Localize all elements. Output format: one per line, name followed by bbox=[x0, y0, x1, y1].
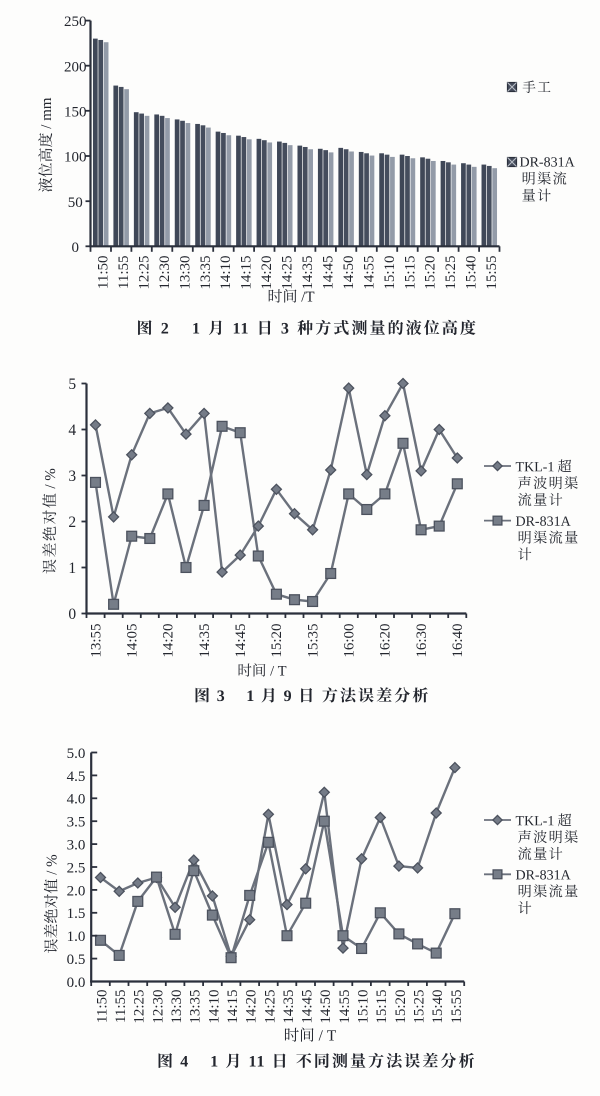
svg-text:15:15: 15:15 bbox=[402, 256, 418, 290]
svg-text:3.0: 3.0 bbox=[67, 838, 86, 854]
svg-text:0.0: 0.0 bbox=[67, 975, 86, 991]
svg-text:5.0: 5.0 bbox=[67, 746, 86, 762]
svg-text:12:30: 12:30 bbox=[157, 256, 173, 290]
svg-text:0: 0 bbox=[68, 606, 76, 623]
svg-text:14:10: 14:10 bbox=[206, 990, 222, 1024]
svg-text:150: 150 bbox=[64, 104, 87, 120]
svg-text:14:45: 14:45 bbox=[233, 624, 249, 658]
svg-text:3: 3 bbox=[68, 468, 76, 485]
svg-text:1.0: 1.0 bbox=[67, 929, 86, 945]
svg-text:100: 100 bbox=[64, 150, 87, 166]
svg-text:14:45: 14:45 bbox=[321, 256, 337, 290]
svg-text:4: 4 bbox=[68, 422, 76, 439]
svg-text:2.5: 2.5 bbox=[67, 860, 86, 876]
svg-text:14:20: 14:20 bbox=[259, 256, 275, 290]
svg-text:15:35: 15:35 bbox=[305, 624, 321, 658]
svg-text:13:35: 13:35 bbox=[188, 990, 204, 1024]
svg-text:14:20: 14:20 bbox=[244, 990, 260, 1024]
svg-text:14:10: 14:10 bbox=[218, 256, 234, 290]
svg-text:15:20: 15:20 bbox=[423, 256, 439, 290]
svg-text:12:30: 12:30 bbox=[150, 990, 166, 1024]
svg-text:4.0: 4.0 bbox=[67, 792, 86, 808]
svg-text:4.5: 4.5 bbox=[67, 769, 86, 785]
svg-text:14:35: 14:35 bbox=[300, 256, 316, 290]
svg-text:0.5: 0.5 bbox=[67, 952, 86, 968]
svg-text:15:40: 15:40 bbox=[464, 256, 480, 290]
svg-text:3.5: 3.5 bbox=[67, 815, 86, 831]
svg-text:14:35: 14:35 bbox=[281, 990, 297, 1024]
svg-text:11:50: 11:50 bbox=[96, 256, 112, 290]
svg-text:0: 0 bbox=[71, 240, 79, 256]
svg-text:15:25: 15:25 bbox=[412, 990, 428, 1024]
svg-text:15:10: 15:10 bbox=[382, 256, 398, 290]
svg-text:13:55: 13:55 bbox=[88, 624, 104, 658]
svg-text:15:55: 15:55 bbox=[484, 256, 500, 290]
svg-text:15:40: 15:40 bbox=[430, 990, 446, 1024]
svg-text:14:25: 14:25 bbox=[280, 256, 296, 290]
svg-text:5: 5 bbox=[68, 376, 76, 393]
svg-text:16:00: 16:00 bbox=[342, 624, 358, 658]
svg-text:14:35: 14:35 bbox=[197, 624, 213, 658]
svg-text:14:45: 14:45 bbox=[300, 990, 316, 1024]
svg-text:13:30: 13:30 bbox=[177, 256, 193, 290]
svg-text:15:20: 15:20 bbox=[393, 990, 409, 1024]
svg-text:13:35: 13:35 bbox=[198, 256, 214, 290]
svg-text:14:25: 14:25 bbox=[262, 990, 278, 1024]
svg-text:14:55: 14:55 bbox=[337, 990, 353, 1024]
svg-text:14:15: 14:15 bbox=[239, 256, 255, 290]
svg-text:14:50: 14:50 bbox=[341, 256, 357, 290]
svg-text:14:55: 14:55 bbox=[361, 256, 377, 290]
svg-text:2: 2 bbox=[68, 514, 76, 531]
svg-text:14:05: 14:05 bbox=[125, 624, 141, 658]
svg-text:11:50: 11:50 bbox=[94, 990, 110, 1024]
svg-text:12:25: 12:25 bbox=[132, 990, 148, 1024]
svg-text:1.5: 1.5 bbox=[67, 906, 86, 922]
svg-text:13:30: 13:30 bbox=[169, 990, 185, 1024]
svg-text:15:25: 15:25 bbox=[443, 256, 459, 290]
svg-text:50: 50 bbox=[68, 195, 83, 211]
svg-text:1: 1 bbox=[68, 560, 76, 577]
svg-text:14:20: 14:20 bbox=[161, 624, 177, 658]
svg-text:11:55: 11:55 bbox=[116, 256, 132, 290]
svg-text:14:15: 14:15 bbox=[225, 990, 241, 1024]
svg-text:16:30: 16:30 bbox=[414, 624, 430, 658]
svg-text:15:15: 15:15 bbox=[374, 990, 390, 1024]
svg-text:200: 200 bbox=[64, 59, 87, 75]
svg-text:250: 250 bbox=[64, 14, 87, 30]
svg-text:12:25: 12:25 bbox=[136, 256, 152, 290]
svg-text:11:55: 11:55 bbox=[113, 990, 129, 1024]
svg-text:16:40: 16:40 bbox=[450, 624, 466, 658]
svg-text:15:10: 15:10 bbox=[356, 990, 372, 1024]
svg-text:15:20: 15:20 bbox=[269, 624, 285, 658]
svg-text:16:20: 16:20 bbox=[378, 624, 394, 658]
svg-text:14:50: 14:50 bbox=[318, 990, 334, 1024]
svg-text:15:55: 15:55 bbox=[449, 990, 465, 1024]
svg-text:2.0: 2.0 bbox=[67, 883, 86, 899]
